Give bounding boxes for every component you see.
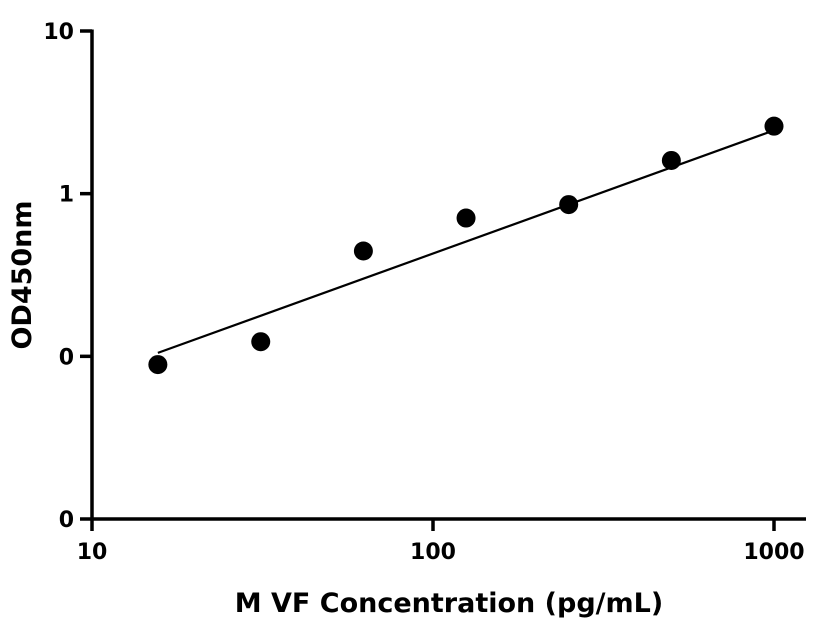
x-tick-label: 10	[77, 540, 108, 565]
x-axis-ticks: 10 100 1000	[77, 519, 805, 565]
y-axis-ticks: 0 0 1 10	[43, 20, 92, 533]
data-point	[661, 150, 681, 170]
data-points	[148, 116, 784, 375]
data-point	[559, 195, 579, 215]
axes: 10 100 1000 0 0 1 10	[43, 20, 806, 565]
y-tick-label: 0	[59, 508, 74, 533]
data-point	[251, 332, 271, 352]
data-point	[456, 208, 476, 228]
y-tick-label: 10	[43, 20, 74, 45]
plot-area	[148, 116, 784, 375]
x-axis-title: M VF Concentration (pg/mL)	[235, 588, 663, 619]
x-tick-label: 100	[410, 540, 456, 565]
y-tick-label: 0	[59, 345, 74, 370]
data-point	[764, 116, 784, 136]
x-tick-label: 1000	[743, 540, 804, 565]
fit-line	[157, 129, 775, 354]
data-point	[353, 241, 373, 261]
y-axis-title: OD450nm	[7, 200, 38, 349]
y-tick-label: 1	[59, 183, 74, 208]
data-point	[148, 355, 168, 375]
